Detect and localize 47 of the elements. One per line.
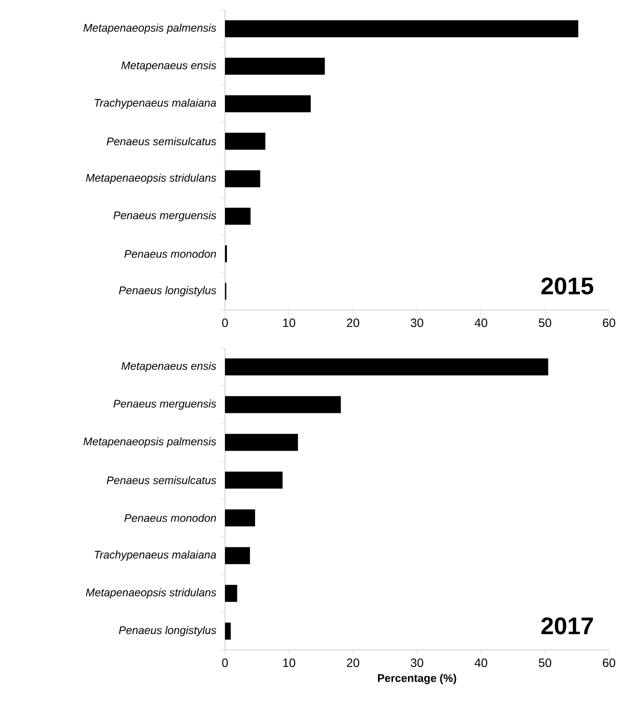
y-tick-label: Penaeus monodon — [124, 250, 216, 258]
y-tick-label: Penaeus monodon — [124, 514, 216, 522]
bar — [224, 472, 283, 489]
bar — [224, 58, 325, 75]
x-tick-label: 20 — [346, 658, 360, 668]
bar — [224, 358, 548, 376]
x-tick-label: 30 — [410, 318, 424, 328]
x-tick-label: 60 — [602, 658, 616, 668]
x-tick-label: 60 — [602, 318, 616, 328]
x-axis-title: Percentage (%) — [378, 674, 456, 684]
annotation: 2017 — [541, 617, 593, 634]
annotation: 2015 — [541, 277, 594, 294]
x-tick-label: 50 — [538, 658, 552, 668]
x-tick-label: 10 — [283, 318, 296, 328]
y-tick-label: Penaeus semisulcatus — [106, 476, 216, 484]
x-tick-label: 0 — [222, 658, 228, 668]
bar — [224, 547, 250, 564]
x-tick-label: 20 — [346, 318, 360, 328]
bar — [224, 622, 231, 640]
x-tick-label: 50 — [538, 318, 552, 328]
y-tick-label: Penaeus merguensis — [113, 211, 216, 222]
bar — [224, 584, 238, 602]
x-tick-label: 10 — [283, 658, 296, 668]
y-tick-label: Penaeus longistylus — [118, 286, 216, 296]
y-tick-label: Metapenaeus ensis — [121, 61, 216, 72]
y-tick-label: Trachypenaeus malaiana — [94, 98, 216, 109]
y-tick-label: Penaeus longistylus — [118, 626, 216, 636]
bar — [224, 396, 341, 414]
x-tick-label: 0 — [222, 318, 228, 328]
y-tick-label: Metapenaeopsis palmensis — [84, 24, 216, 34]
y-tick-label: Penaeus merguensis — [113, 400, 216, 410]
bar — [224, 20, 578, 38]
x-tick-label: 30 — [410, 658, 424, 668]
bar — [224, 434, 298, 451]
bar — [224, 170, 260, 188]
y-tick-label: Metapenaeus ensis — [121, 362, 216, 372]
bar — [224, 132, 266, 150]
bar — [224, 95, 311, 112]
y-tick-label: Metapenaeopsis stridulans — [86, 588, 216, 598]
bar — [224, 208, 251, 225]
bar — [224, 509, 256, 526]
y-tick-label: Trachypenaeus malaiana — [94, 550, 216, 561]
x-tick-label: 40 — [474, 658, 488, 668]
y-tick-label: Metapenaeopsis stridulans — [86, 174, 216, 184]
y-tick-label: Metapenaeopsis palmensis — [84, 437, 216, 448]
x-tick-label: 40 — [474, 318, 488, 328]
y-tick-label: Penaeus semisulcatus — [106, 137, 216, 146]
